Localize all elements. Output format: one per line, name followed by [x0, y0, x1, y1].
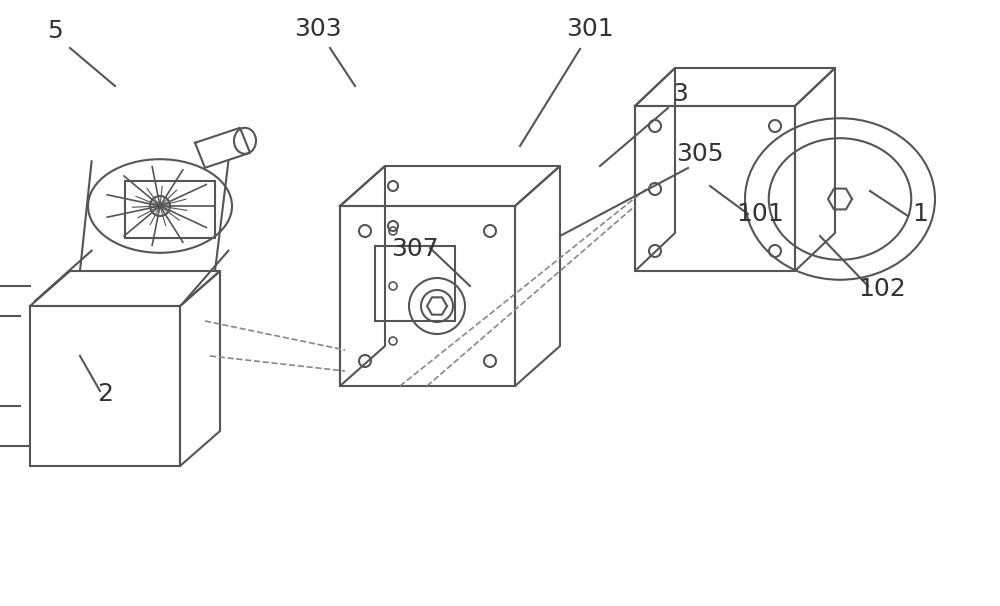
Bar [375, 246, 455, 321]
Text: 301: 301 [566, 17, 614, 41]
Text: 303: 303 [294, 17, 342, 41]
Text: 3: 3 [672, 82, 688, 106]
Bar [30, 306, 180, 466]
Text: 101: 101 [736, 202, 784, 226]
Bar [340, 206, 515, 386]
Text: 307: 307 [391, 237, 439, 261]
Bar [635, 106, 795, 271]
Text: 102: 102 [858, 277, 906, 301]
Text: 2: 2 [97, 382, 113, 406]
Text: 305: 305 [676, 142, 724, 166]
Text: 1: 1 [912, 202, 928, 226]
Text: 5: 5 [47, 19, 63, 43]
Bar [125, 181, 215, 238]
